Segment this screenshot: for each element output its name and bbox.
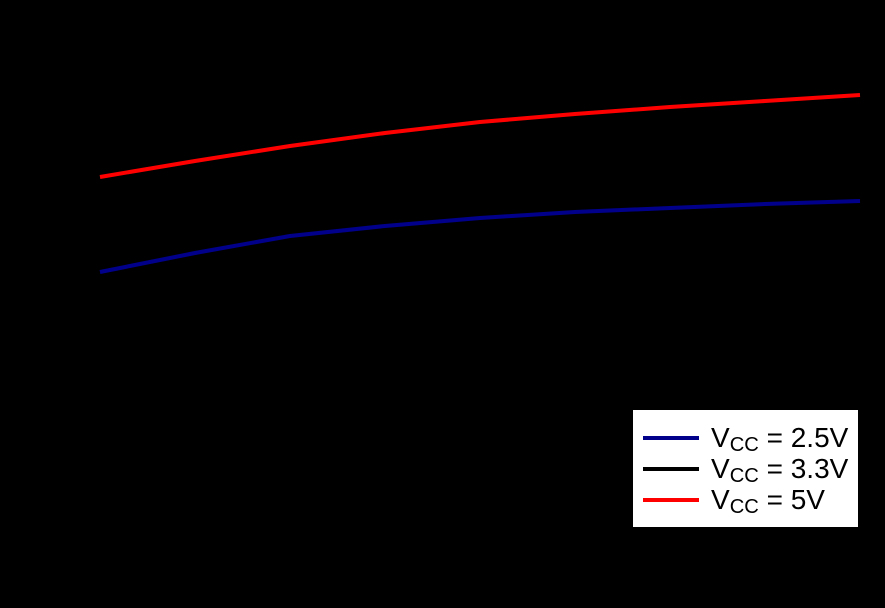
legend-line-swatch-red [643,497,699,502]
legend-line-swatch-black [643,466,699,471]
line-vcc-3-3v [99,146,861,226]
legend-item-vcc-3-3v: VCC = 3.3V [643,452,858,487]
legend-label-vcc-2-5v: VCC = 2.5V [711,421,849,456]
legend-label-vcc-5v: VCC = 5V [711,483,825,518]
line-vcc-5v [99,93,861,179]
legend-line-swatch-blue [643,435,699,440]
legend-label-vcc-3-3v: VCC = 3.3V [711,452,849,487]
legend: VCC = 2.5V VCC = 3.3V VCC = 5V [631,408,860,529]
line-vcc-2-5v [99,199,861,274]
legend-item-vcc-2-5v: VCC = 2.5V [643,421,858,456]
legend-item-vcc-5v: VCC = 5V [643,483,858,518]
